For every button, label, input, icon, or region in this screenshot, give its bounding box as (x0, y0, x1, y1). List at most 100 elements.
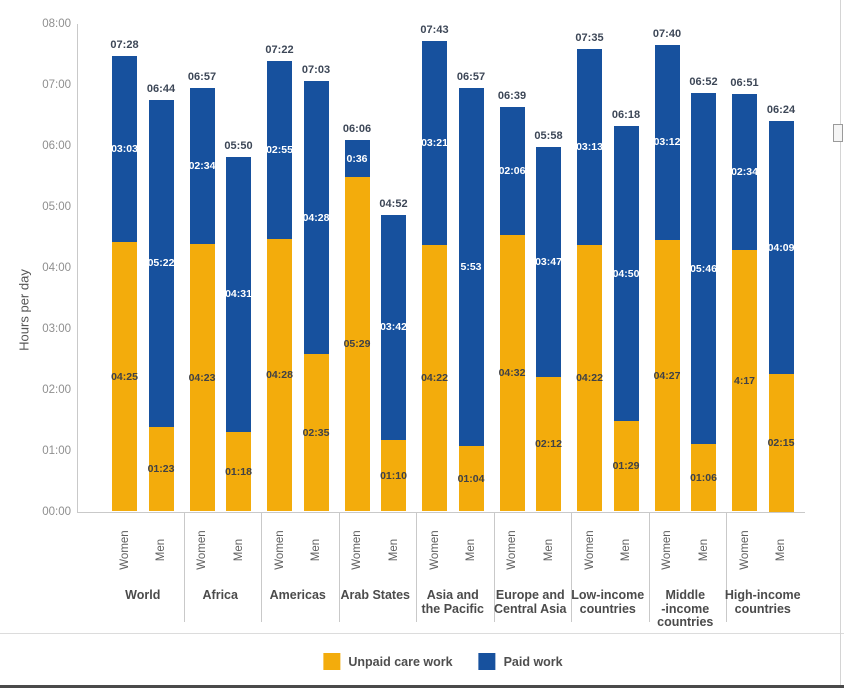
group-separator-line (571, 511, 572, 622)
total-value-label: 07:03 (301, 64, 331, 77)
bar-women-unpaid-segment (344, 177, 370, 512)
total-value-label: 06:39 (497, 89, 527, 102)
unpaid-value-label: 04:22 (576, 372, 603, 385)
total-value-label: 07:35 (575, 31, 604, 44)
total-value-label: 06:24 (766, 104, 796, 117)
bar-women-paid-segment (112, 56, 137, 243)
total-value-label: 07:22 (265, 44, 294, 57)
bar-men-paid-segment (613, 126, 639, 421)
legend-item-paid: Paid work (478, 653, 563, 670)
x-tick-men-label: Men (697, 538, 710, 562)
group-separator-line (416, 511, 417, 622)
unpaid-value-label: 04:27 (653, 369, 681, 382)
total-value-label: 06:57 (456, 70, 486, 83)
group-category-label: Europe and Central Asia (494, 588, 567, 616)
bar-women-paid-segment (499, 106, 525, 235)
unpaid-value-label: 01:23 (147, 463, 175, 476)
paid-value-label: 03:03 (111, 143, 138, 156)
paid-value-label: 04:09 (767, 241, 795, 254)
bar-women-unpaid-segment (112, 242, 137, 512)
group-separator-line (726, 511, 727, 622)
total-value-label: 04:52 (379, 197, 408, 210)
bar-men-paid-segment (536, 146, 561, 378)
x-tick-men-label: Men (310, 538, 322, 562)
group-category-label: High-income countries (725, 588, 801, 616)
legend: Unpaid care work Paid work (323, 653, 563, 670)
y-axis-tick-label: 07:00 (42, 78, 71, 91)
bar-women-unpaid-segment (267, 239, 292, 512)
x-tick-women-label: Women (661, 530, 673, 570)
paid-value-label: 03:12 (653, 136, 681, 149)
unpaid-value-label: 01:06 (690, 471, 717, 484)
group-separator-line (183, 511, 185, 622)
unpaid-value-label: 04:25 (111, 370, 138, 383)
group-category-label-line: Middle (665, 588, 706, 602)
bar-men-unpaid-segment (691, 444, 716, 512)
group-category-label-line: Asia and (426, 588, 479, 602)
y-axis-tick-label: 08:00 (42, 17, 71, 30)
x-tick-women-label: Women (738, 530, 751, 570)
bar-men-unpaid-segment (613, 421, 639, 512)
y-axis-tick-label: 01:00 (42, 444, 71, 457)
x-tick-men-label: Men (465, 538, 477, 562)
legend-swatch-unpaid (323, 653, 341, 670)
x-tick-men-label: Men (620, 538, 632, 562)
legend-label-unpaid: Unpaid care work (348, 654, 453, 669)
bar-men-unpaid-segment (303, 353, 329, 512)
bar-women-unpaid-segment (189, 244, 215, 512)
group-category-label-line: the Pacific (421, 601, 485, 616)
bar-men-paid-segment (226, 156, 251, 433)
unpaid-value-label: 01:10 (380, 469, 407, 482)
total-value-label: 05:50 (224, 139, 253, 152)
paid-value-label: 0:36 (346, 152, 368, 165)
total-value-label: 06:57 (187, 70, 217, 83)
x-tick-men-label: Men (232, 538, 245, 562)
bar-men-unpaid-segment (536, 377, 561, 512)
y-axis-tick-label: 02:00 (42, 383, 71, 396)
bar-women-paid-segment (732, 93, 757, 251)
paid-value-label: 02:55 (266, 144, 293, 157)
group-category-label-line: Europe and (495, 588, 565, 602)
paid-value-label: 04:50 (612, 267, 640, 280)
bar-men-unpaid-segment (458, 446, 484, 512)
bar-men-paid-segment (768, 121, 794, 375)
bar-women-unpaid-segment (577, 245, 602, 512)
y-axis-title: Hours per day (16, 269, 32, 351)
y-axis-tick-label: 06:00 (42, 139, 71, 152)
unpaid-value-label: 04:32 (498, 367, 526, 380)
group-category-label-line: Central Asia (494, 601, 567, 616)
unpaid-value-label: 01:04 (457, 472, 485, 485)
bar-women-paid-segment (344, 140, 370, 177)
legend-swatch-paid (478, 653, 496, 670)
group-category-label-line: countries (579, 601, 636, 616)
group-category-label-line: -income (661, 601, 710, 616)
unpaid-value-label: 01:18 (225, 465, 252, 478)
x-tick-women-label: Women (118, 530, 131, 570)
x-tick-women-label: Women (506, 530, 518, 570)
x-tick-men-label: Men (542, 538, 555, 562)
bar-women-paid-segment (654, 44, 680, 241)
paid-value-label: 05:22 (147, 257, 175, 270)
total-value-label: 07:40 (652, 27, 682, 40)
scrollbar-thumb[interactable] (833, 124, 843, 142)
total-value-label: 06:44 (146, 82, 176, 95)
group-category-label: Africa (202, 588, 238, 603)
y-axis-tick-label: 03:00 (42, 322, 71, 335)
paid-value-label: 04:31 (225, 288, 252, 301)
bar-men-unpaid-segment (148, 427, 174, 512)
legend-label-paid: Paid work (503, 654, 563, 669)
bar-women-paid-segment (267, 61, 292, 240)
group-category-label-line: Arab States (340, 588, 410, 602)
group-category-label: World (125, 588, 160, 603)
unpaid-value-label: 02:35 (302, 426, 330, 439)
total-value-label: 07:43 (420, 23, 449, 36)
unpaid-value-label: 02:12 (535, 438, 562, 451)
unpaid-value-label: 04:23 (188, 371, 216, 384)
y-axis-line (77, 23, 78, 512)
group-category-label-line: Africa (202, 588, 238, 602)
group-separator-line (493, 511, 495, 622)
group-separator-line (648, 511, 650, 622)
legend-item-unpaid: Unpaid care work (323, 653, 453, 670)
x-tick-men-label: Men (775, 538, 787, 562)
